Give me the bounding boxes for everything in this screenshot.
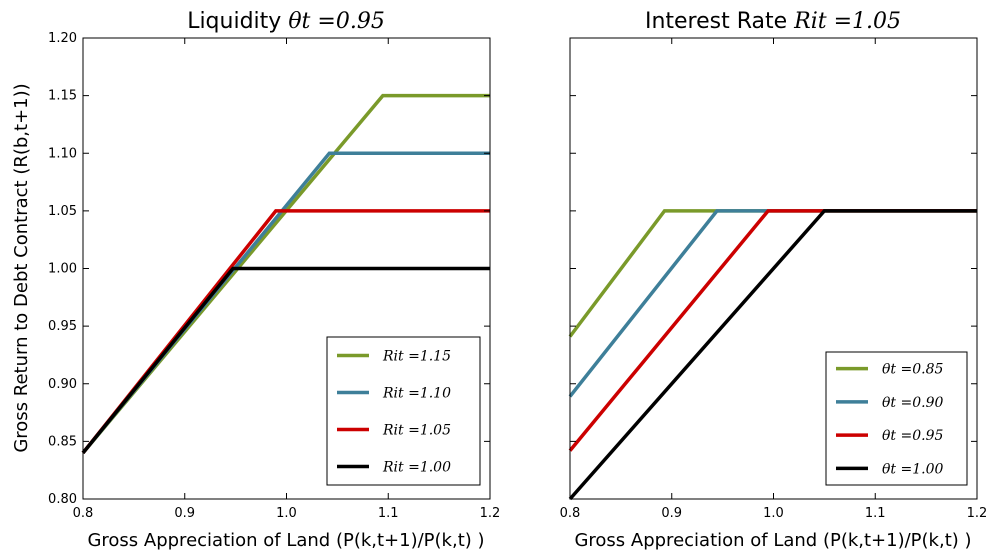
chart-title-text: Interest Rate (645, 9, 787, 34)
legend-label: θt =0.90 (882, 395, 944, 411)
x-tick-label: 1.1 (378, 506, 399, 521)
legend-label: Rit =1.00 (382, 460, 451, 476)
x-tick-label: 1.0 (276, 506, 297, 521)
x-tick-label: 1.1 (865, 506, 886, 521)
y-tick-label: 0.85 (48, 434, 77, 449)
x-tick-label: 1.2 (480, 506, 501, 521)
y-tick-label: 1.00 (48, 262, 77, 277)
series-line-3 (81, 266, 490, 455)
y-tick-label: 0.90 (48, 377, 77, 392)
x-tick-label: 0.8 (73, 506, 94, 521)
legend-label: Rit =1.15 (382, 349, 451, 365)
y-tick-label: 1.15 (48, 89, 77, 104)
legend-box (825, 351, 968, 486)
series-lines (81, 93, 490, 455)
y-tick-label: 1.20 (48, 31, 77, 46)
x-tick-label: 1.2 (967, 506, 988, 521)
y-tick-label: 1.10 (48, 146, 77, 161)
y-axis-label: Gross Return to Debt Contract (R(b,t+1)) (11, 83, 32, 452)
plot-area: 0.8 0.9 1.0 1.1 1.2 (560, 37, 988, 521)
legend-label: θt =0.85 (882, 362, 944, 378)
y-tick-label: 1.05 (48, 204, 77, 219)
chart-title-math: Rit =1.05 (793, 9, 901, 34)
legend-label: θt =0.95 (882, 428, 944, 444)
legend-label: Rit =1.10 (382, 386, 451, 402)
chart-liquidity: Liquidity θt =0.95 0.8 0.9 1.0 1.1 1.20.800.… (11, 9, 500, 551)
chart-title-math: θt =0.95 (288, 9, 385, 34)
y-tick-label: 0.80 (48, 492, 77, 507)
plot-area: 0.8 0.9 1.0 1.1 1.2 0.80 0.85 0.90 0.95 1.00 1.05 1… (48, 31, 500, 521)
chart-title-text: Liquidity (187, 9, 281, 34)
x-tick-label: 0.9 (174, 506, 195, 521)
chart-title: Liquidity θt =0.95 (187, 9, 385, 34)
legend-box (326, 336, 481, 486)
legend-label: θt =1.00 (882, 461, 944, 477)
y-tick-label: 0.95 (48, 319, 77, 334)
legend: θt =0.85 θt =0.90 θt =0.95 θt =1.00 (825, 351, 968, 486)
series-line-3 (568, 209, 977, 501)
x-tick-label: 0.9 (661, 506, 682, 521)
series-lines (568, 209, 977, 501)
chart-interest-rate: Interest Rate Rit =1.05 0.8 0.9 1.0 1.1 1.2 … (560, 9, 988, 551)
x-tick-label: 0.8 (560, 506, 581, 521)
legend-label: Rit =1.05 (382, 423, 451, 439)
x-axis-label: Gross Appreciation of Land (P(k,t+1)/P(k… (574, 530, 971, 551)
x-tick-label: 1.0 (763, 506, 784, 521)
chart-title: Interest Rate Rit =1.05 (645, 9, 901, 34)
legend: Rit =1.15 Rit =1.10 Rit =1.05 Rit =1.00 (326, 336, 481, 486)
x-axis-label: Gross Appreciation of Land (P(k,t+1)/P(k… (87, 530, 484, 551)
